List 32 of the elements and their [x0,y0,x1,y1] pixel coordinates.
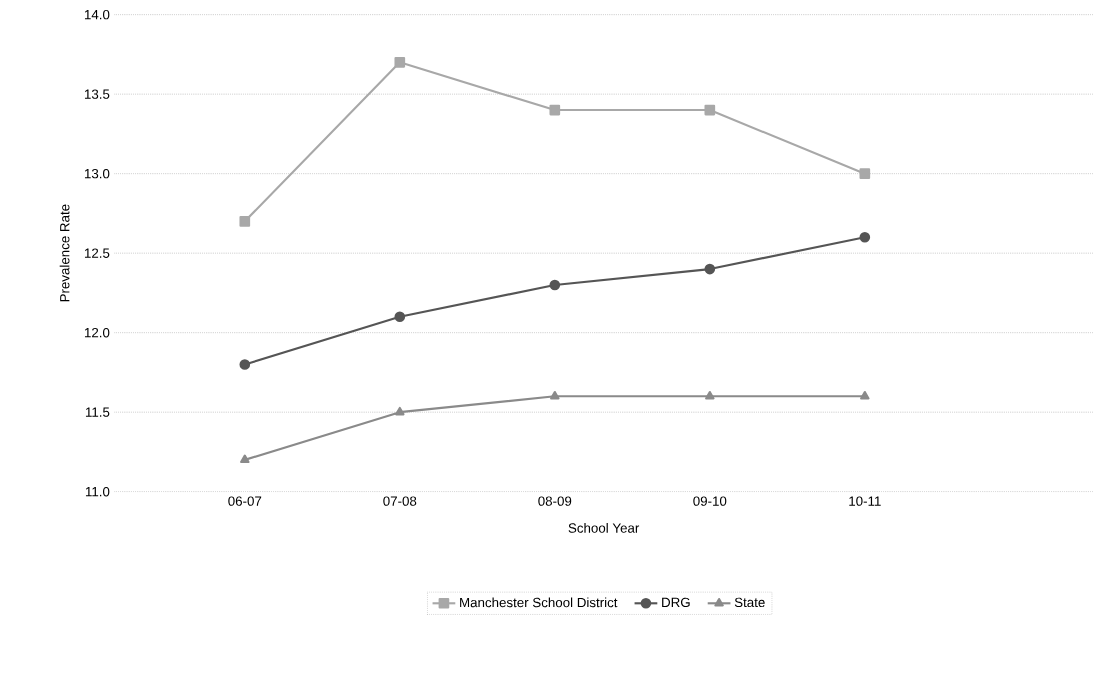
point [705,390,715,400]
y-tick-label: 13.5 [84,89,110,99]
y-tick-label: 13.0 [84,168,110,179]
point [394,311,406,322]
point [860,390,870,400]
point [239,215,251,227]
x-tick-label: 09-10 [693,496,727,506]
y-tick-label: 14.0 [84,9,110,20]
point [240,454,250,463]
x-tick-label: 08-09 [538,496,572,506]
y-tick-label: 12.0 [84,327,110,338]
x-tick-label: 07-08 [383,496,417,506]
point [859,168,871,179]
point [394,56,406,68]
point [859,231,871,243]
y-tick-label: 11.0 [85,486,110,497]
point [239,359,251,370]
point [704,104,716,116]
point [395,406,405,416]
x-axis-title: School Year [568,522,640,533]
y-axis-title: Prevalence Rate [59,204,70,302]
legend-label: State [734,597,765,607]
legend-label: DRG [662,597,690,607]
x-tick-label: 10-11 [849,496,881,506]
point [549,104,561,116]
y-tick-label: 12.5 [84,248,110,258]
y-tick-label: 11.5 [85,407,110,417]
legend-label: Manchester School District [460,597,618,608]
point [550,390,560,400]
point [704,263,716,275]
point [549,279,561,291]
x-tick-label: 06-07 [228,496,262,506]
